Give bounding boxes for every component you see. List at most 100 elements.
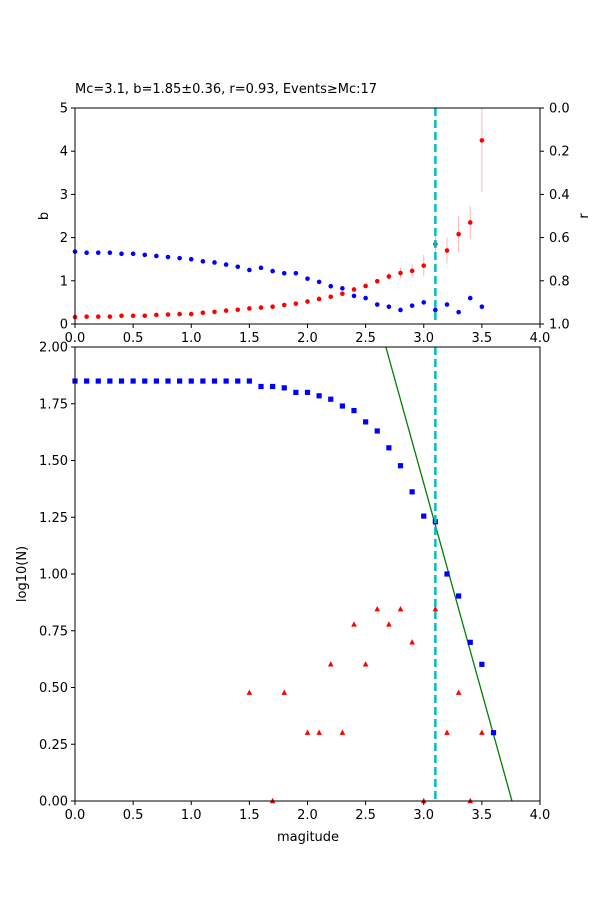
top-x-tick-label: 0.0 [65,331,86,346]
top-r-value-point [154,253,159,259]
top-b-value-point [119,313,124,319]
bottom-cumulative-point [107,378,113,384]
bottom-cumulative-point [223,378,229,384]
top-b-value-point [235,307,241,313]
bottom-noncumulative-point [374,605,381,612]
bottom-x-tick-label: 0.5 [123,808,144,823]
top-r-value-point [281,270,287,276]
bottom-cumulative-point [118,378,125,384]
top-x-tick-label: 4.0 [530,331,551,346]
top-r-value-point [130,251,136,257]
top-b-value-point [142,313,148,319]
top-r-value-point [223,262,229,267]
top-b-value-point [374,278,380,284]
top-x-tick-label: 1.5 [239,331,260,346]
top-r-value-point [316,279,322,285]
top-b-value-point [305,299,310,304]
top-r-value-point [200,259,206,264]
top-b-value-point [479,138,485,143]
top-r-value-point [479,304,485,310]
bottom-y-tick-label: 1.25 [39,511,68,526]
top-r-value-point [386,304,392,310]
top-r-value-point [328,283,334,289]
top-right-y-tick-label: 1.0 [549,318,570,333]
top-b-value-point [154,312,159,318]
top-r-value-point [374,302,380,307]
top-r-value-point [351,293,357,299]
top-r-value-point [235,264,241,270]
bottom-cumulative-point [386,445,392,451]
bottom-cumulative-point [281,385,287,391]
bottom-y-tick-label: 2.00 [39,341,68,356]
bottom-noncumulative-point [455,689,462,695]
top-r-value-point [456,309,461,315]
bottom-noncumulative-point [246,689,253,695]
bottom-y-tick-label: 0.25 [39,738,68,753]
bottom-x-tick-label: 2.0 [297,808,318,823]
top-right-y-tick-label: 0.4 [549,188,570,203]
top-y-tick-label: 2 [60,231,68,246]
top-b-value-point [316,296,322,302]
bottom-x-tick-label: 2.5 [355,808,376,823]
bottom-cumulative-point [258,383,264,390]
bottom-cumulative-point [339,403,345,409]
top-right-y-tick-label: 0.6 [549,231,570,246]
bottom-y-tick-label: 1.50 [39,454,68,469]
bottom-cumulative-point [165,378,171,384]
top-x-tick-label: 0.5 [123,331,144,346]
bottom-x-tick-label: 1.5 [239,808,260,823]
top-b-value-point [95,314,101,319]
bottom-cumulative-point [421,513,427,519]
top-b-value-point [130,313,136,319]
bottom-cumulative-point [456,593,462,599]
bottom-noncumulative-point [386,621,392,627]
bottom-cumulative-point [270,383,276,390]
bottom-noncumulative-point [351,621,357,627]
bottom-x-tick-label: 1.0 [181,808,202,823]
bottom-y-tick-label: 1.00 [39,568,68,583]
bottom-x-ticks: 0.0 0.5 1.0 1.5 2.0 2.5 3.0 3.5 4.0 [65,801,550,823]
top-b-value-point [456,231,461,237]
top-r-value-point [247,267,252,273]
top-r-value-point [188,256,194,262]
bottom-cumulative-point [130,378,136,384]
bottom-y-axis-label: log10(N) [15,546,30,602]
top-r-value-point [165,254,171,260]
top-right-y-tick-label: 0.0 [549,102,570,117]
top-right-y-ticks: 0.0 0.2 0.4 0.6 0.8 1.0 [540,102,570,333]
bottom-y-tick-label: 0.50 [39,681,68,696]
top-y-tick-label: 4 [60,145,68,160]
bottom-noncumulative-point [432,605,439,612]
bottom-noncumulative-point [281,689,288,695]
bottom-y-tick-label: 1.75 [39,397,68,412]
bottom-cumulative-point [467,639,473,645]
top-r-value-point [363,295,368,301]
bottom-noncumulative-point [362,661,369,667]
bottom-x-tick-label: 3.5 [472,808,493,823]
bottom-cumulative-point [351,407,357,414]
top-b-value-point [212,309,217,315]
top-y-tick-label: 1 [60,274,68,289]
bottom-cumulative-point [374,428,380,434]
top-r-value-point [293,270,299,276]
top-r-value-point [421,300,427,305]
top-r-value-point [84,250,89,256]
top-x-ticks: 0.0 0.5 1.0 1.5 2.0 2.5 3.0 3.5 4.0 [65,324,551,346]
top-right-y-axis-label: r [577,213,592,219]
bottom-cumulative-point [409,489,415,495]
top-b-value-point [444,248,450,253]
top-b-value-point [281,302,287,308]
bottom-x-tick-label: 3.0 [413,808,434,823]
bottom-cumulative-point [142,378,148,384]
top-r-value-point [119,251,124,257]
top-r-value-point [305,276,310,281]
bottom-noncumulative-point [327,661,334,667]
top-r-value-point [340,286,345,291]
top-r-value-point [409,303,415,308]
top-r-value-point [398,307,403,313]
top-r-value-point [444,302,450,307]
top-b-value-point [409,268,415,274]
top-b-value-point [340,291,345,297]
bottom-cumulative-point [153,378,159,384]
